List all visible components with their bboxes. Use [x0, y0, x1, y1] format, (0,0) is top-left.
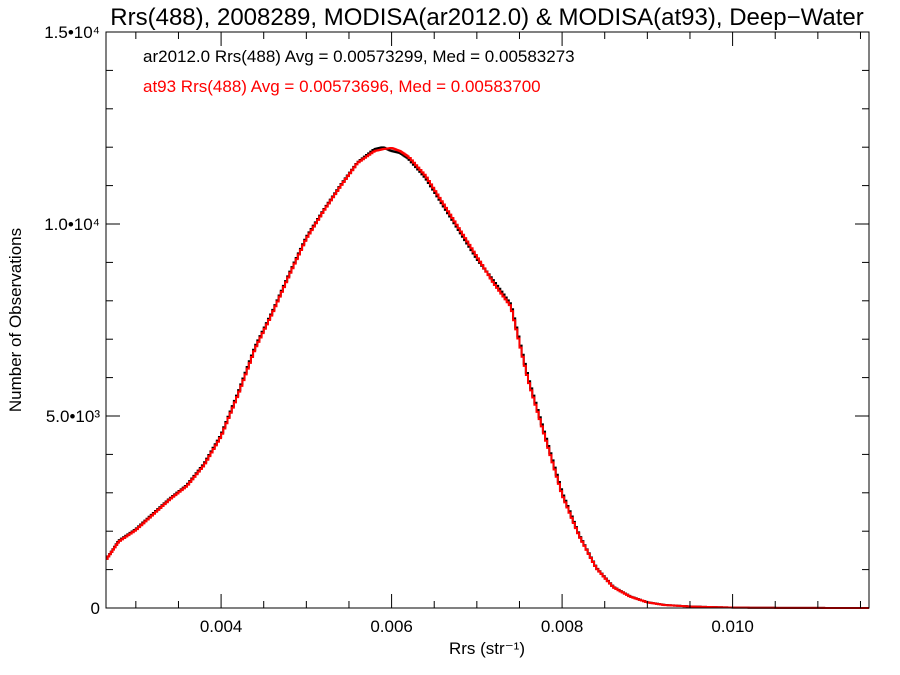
annotation-at93: at93 Rrs(488) Avg = 0.00573696, Med = 0.…	[143, 77, 541, 96]
plot-series	[106, 146, 869, 609]
x-tick-label: 0.004	[200, 617, 243, 636]
chart-title: Rrs(488), 2008289, MODISA(ar2012.0) & MO…	[110, 4, 863, 31]
series-line-0	[106, 146, 869, 609]
y-tick-label: 5.0•10³	[46, 407, 100, 426]
x-tick-label: 0.008	[541, 617, 584, 636]
y-tick-label: 1.0•10⁴	[44, 215, 100, 234]
x-tick-label: 0.006	[370, 617, 413, 636]
y-axis-label: Number of Observations	[6, 228, 25, 412]
series-line-1	[106, 147, 869, 609]
x-axis-label: Rrs (str⁻¹)	[449, 639, 525, 658]
y-tick-label: 1.5•10⁴	[44, 23, 100, 42]
axis-ticks	[106, 31, 869, 609]
plot-frame	[105, 31, 870, 609]
axis-tick-labels: 0.004 0.006 0.008 0.010 0 5.0•10³ 1.0•10⁴ 1.5•1…	[44, 23, 754, 636]
y-tick-label: 0	[91, 599, 100, 618]
annotation-ar2012: ar2012.0 Rrs(488) Avg = 0.00573299, Med …	[143, 47, 575, 66]
x-tick-label: 0.010	[711, 617, 754, 636]
